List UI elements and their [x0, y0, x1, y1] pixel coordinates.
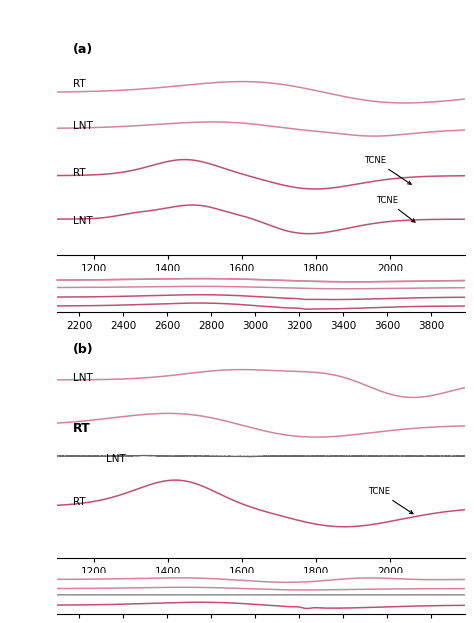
- Text: TCNE: TCNE: [365, 156, 411, 184]
- Text: (a): (a): [73, 43, 93, 56]
- X-axis label: Magnetic field (G): Magnetic field (G): [204, 336, 317, 346]
- Text: RT: RT: [73, 168, 86, 178]
- Text: LNT: LNT: [106, 455, 126, 465]
- Text: RT: RT: [73, 422, 91, 434]
- Text: LNT: LNT: [73, 121, 93, 131]
- Text: TCNE: TCNE: [368, 487, 413, 514]
- X-axis label: Magnetic field (G): Magnetic field (G): [204, 582, 317, 592]
- Text: LNT: LNT: [73, 216, 93, 227]
- Text: RT: RT: [73, 497, 86, 506]
- Text: RT: RT: [73, 79, 86, 89]
- Text: TCNE: TCNE: [375, 196, 415, 222]
- Text: LNT: LNT: [73, 373, 93, 383]
- X-axis label: Magnetic field (G): Magnetic field (G): [204, 280, 317, 290]
- Text: (b): (b): [73, 343, 94, 356]
